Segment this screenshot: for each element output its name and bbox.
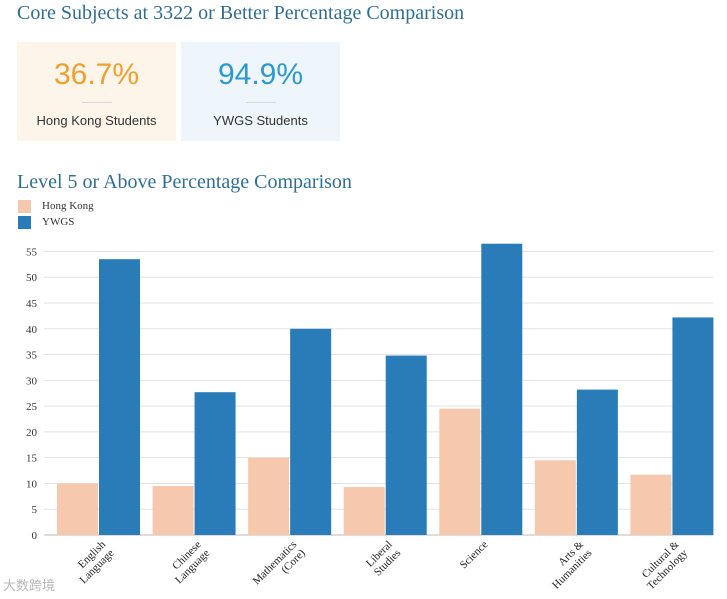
bar-ywgs bbox=[385, 355, 427, 535]
legend-label: Hong Kong bbox=[42, 200, 94, 213]
y-tick-label: 55 bbox=[26, 246, 38, 258]
y-tick-label: 25 bbox=[26, 401, 38, 413]
bar-ywgs bbox=[672, 317, 714, 535]
bar-ywgs bbox=[290, 328, 332, 535]
stat-value: 94.9% bbox=[217, 58, 304, 91]
y-tick-label: 35 bbox=[26, 350, 38, 362]
bar-hong-kong bbox=[439, 408, 481, 535]
bar-ywgs bbox=[576, 389, 618, 535]
bar-hong-kong bbox=[152, 486, 194, 535]
legend-swatch bbox=[18, 216, 31, 229]
y-tick-label: 5 bbox=[32, 504, 38, 516]
y-tick-label: 15 bbox=[26, 453, 38, 465]
watermark: 大数跨境 bbox=[3, 579, 56, 594]
legend-item-ywgs[interactable]: YWGS bbox=[18, 216, 74, 229]
bar-hong-kong bbox=[534, 460, 576, 535]
stat-label: Hong Kong Students bbox=[36, 113, 157, 128]
y-tick-label: 45 bbox=[26, 298, 38, 310]
y-tick-label: 30 bbox=[26, 375, 38, 387]
stat-label: YWGS Students bbox=[213, 113, 308, 128]
legend-label: YWGS bbox=[42, 216, 75, 229]
y-tick-label: 40 bbox=[26, 324, 38, 336]
y-tick-label: 50 bbox=[26, 272, 38, 284]
chart-title: Level 5 or Above Percentage Comparison bbox=[17, 171, 352, 193]
y-tick-label: 10 bbox=[26, 478, 38, 490]
x-tick-label: ChineseLanguage bbox=[165, 539, 213, 587]
divider bbox=[245, 102, 276, 103]
stat-card-ywgs: 94.9% YWGS Students bbox=[181, 42, 340, 141]
x-tick-label: Arts &Humanities bbox=[542, 538, 595, 591]
page-title: Core Subjects at 3322 or Better Percenta… bbox=[17, 2, 465, 24]
x-tick-label-line: Science bbox=[458, 539, 491, 572]
x-tick-label: Cultural &Technology bbox=[636, 538, 690, 592]
y-tick-label: 0 bbox=[32, 530, 38, 542]
x-tick-label: EnglishLanguage bbox=[69, 538, 117, 586]
bar-hong-kong bbox=[343, 487, 385, 535]
bar-ywgs bbox=[99, 259, 140, 535]
x-tick-label: Science bbox=[458, 539, 491, 572]
legend-swatch bbox=[18, 200, 31, 213]
stat-value: 36.7% bbox=[53, 58, 140, 91]
x-tick-label: Mathematics(Core) bbox=[251, 538, 308, 595]
bar-hong-kong bbox=[57, 483, 98, 535]
divider bbox=[81, 102, 112, 103]
stat-card-hong-kong: 36.7% Hong Kong Students bbox=[17, 42, 176, 141]
x-tick-label: LiberalStudies bbox=[363, 539, 403, 579]
bar-ywgs bbox=[194, 392, 236, 535]
legend-item-hong-kong[interactable]: Hong Kong bbox=[18, 200, 94, 213]
bar-ywgs bbox=[481, 243, 523, 535]
bar-hong-kong bbox=[630, 474, 672, 535]
y-tick-label: 20 bbox=[26, 427, 38, 439]
bar-hong-kong bbox=[248, 457, 290, 535]
